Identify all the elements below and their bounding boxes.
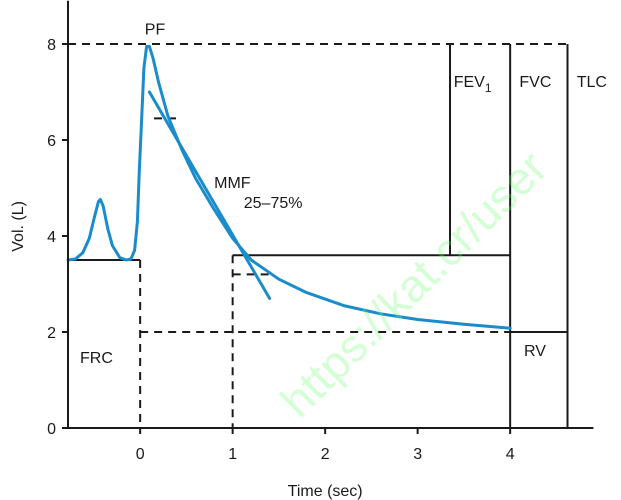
annotation-rv: RV: [524, 343, 546, 360]
x-tick-label: 4: [506, 446, 515, 463]
curves: [66, 44, 512, 330]
annotation-fev1: FEV1: [454, 74, 492, 95]
y-tick-label: 2: [47, 325, 56, 342]
y-axis-title: Vol. (L): [10, 201, 27, 252]
annotation-tlc: TLC: [577, 74, 607, 91]
reference-lines: [68, 43, 569, 428]
y-tick-label: 0: [47, 421, 56, 438]
x-tick-label: 1: [228, 446, 237, 463]
x-tick-label: 0: [136, 446, 145, 463]
annotation-25-75-: 25–75%: [244, 195, 303, 212]
x-axis-title: Time (sec): [288, 483, 363, 500]
annotation-mmf: MMF: [214, 175, 251, 192]
y-tick-label: 8: [47, 37, 56, 54]
axes: [67, 0, 594, 429]
annotation-pf: PF: [145, 21, 166, 38]
x-tick-label: 2: [321, 446, 330, 463]
mmf-slope-line: [147, 90, 272, 300]
volume-time-curve: [66, 44, 512, 330]
ticks: 0 2 4 6 8 0 1 2 3 4 Time (sec) Vol. (L): [10, 37, 515, 500]
y-tick-label: 6: [47, 133, 56, 150]
y-tick-label: 4: [47, 229, 56, 246]
annotation-fvc: FVC: [519, 74, 551, 91]
annotation-labels: PF MMF 25–75% FEV1 FVC TLC FRC RV: [80, 21, 607, 367]
x-tick-label: 3: [413, 446, 422, 463]
annotation-frc: FRC: [80, 350, 113, 367]
